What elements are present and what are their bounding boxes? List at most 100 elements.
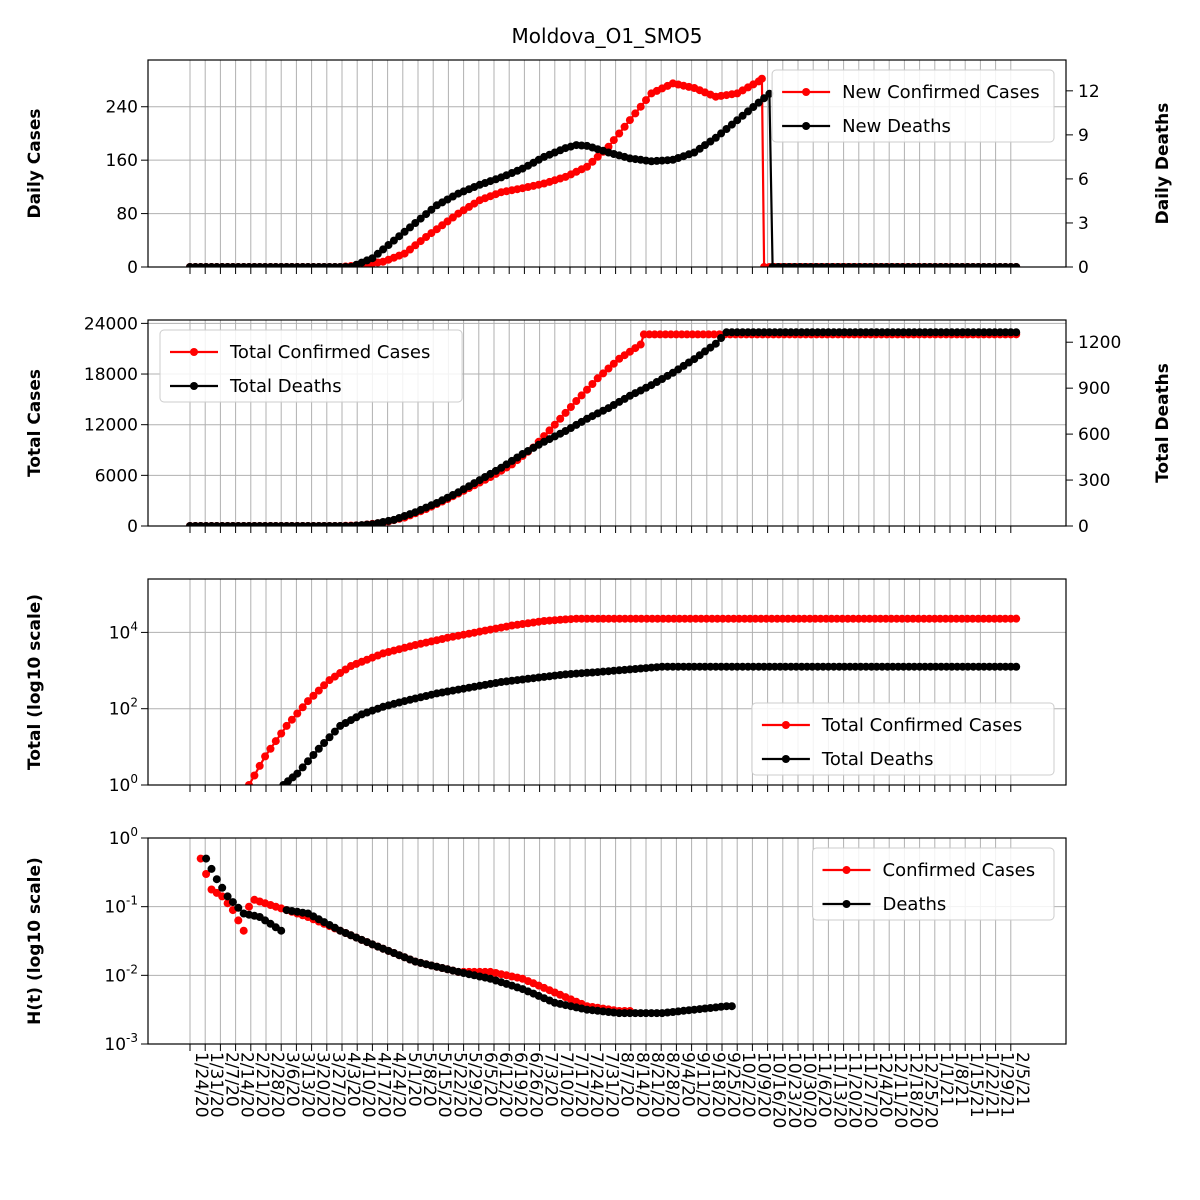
data-point bbox=[717, 334, 726, 342]
data-point bbox=[400, 227, 409, 236]
y-right-tick-label: 9 bbox=[1078, 126, 1089, 146]
legend-label: Confirmed Cases bbox=[883, 860, 1036, 881]
data-point bbox=[422, 210, 431, 219]
x-tick-label: 1/8/21 bbox=[951, 1052, 971, 1107]
data-point bbox=[609, 359, 618, 368]
data-point bbox=[389, 236, 398, 245]
data-point bbox=[411, 241, 420, 250]
data-point bbox=[718, 614, 727, 623]
x-tick-label: 1/22/21 bbox=[981, 1052, 1001, 1118]
data-point bbox=[245, 902, 253, 911]
y-tick-label: 18000 bbox=[84, 365, 138, 385]
x-tick-label: 7/24/20 bbox=[586, 1052, 606, 1118]
legend-label: Total Deaths bbox=[229, 376, 342, 397]
y-tick-label: 24000 bbox=[84, 314, 138, 334]
data-point bbox=[588, 157, 597, 166]
data-point bbox=[293, 769, 302, 778]
legend: New Confirmed Cases New Deaths bbox=[771, 69, 1055, 143]
data-point bbox=[218, 883, 227, 892]
x-tick-label: 3/27/20 bbox=[328, 1052, 348, 1118]
legend-label: Total Confirmed Cases bbox=[229, 342, 430, 363]
x-axis-labels: 1/24/201/31/202/7/202/14/202/21/202/28/2… bbox=[191, 1052, 1032, 1128]
data-point bbox=[1012, 662, 1021, 671]
data-point bbox=[914, 614, 923, 623]
data-point bbox=[583, 162, 591, 171]
data-point bbox=[304, 757, 312, 766]
data-point bbox=[556, 414, 565, 423]
data-point bbox=[744, 107, 752, 116]
x-tick-label: 3/6/20 bbox=[282, 1052, 302, 1107]
data-point bbox=[228, 898, 237, 907]
data-point bbox=[583, 385, 591, 394]
x-tick-label: 4/24/20 bbox=[389, 1052, 409, 1118]
y-tick-label: 102 bbox=[109, 696, 138, 720]
x-tick-label: 10/23/20 bbox=[784, 1052, 804, 1128]
legend-marker bbox=[190, 382, 198, 390]
y-right-axis-label: Daily Deaths bbox=[1153, 103, 1173, 225]
y-right-tick-label: 0 bbox=[1078, 258, 1089, 278]
plot-frame bbox=[147, 319, 1067, 527]
y-tick-label: 240 bbox=[106, 98, 138, 118]
legend-box bbox=[771, 69, 1055, 143]
data-point bbox=[545, 426, 554, 435]
data-point bbox=[314, 744, 323, 753]
panel-4: 10-3 10-2 10-1 100 H(t) (log10 scale) Confirm… bbox=[25, 825, 1067, 1055]
data-point bbox=[293, 709, 302, 718]
x-tick-label: 1/15/21 bbox=[966, 1052, 986, 1118]
y-right-tick-label: 600 bbox=[1078, 425, 1110, 445]
panel-3: 100 102 104 Total (log10 scale) Total Confir… bbox=[25, 578, 1067, 796]
data-point bbox=[1001, 614, 1010, 623]
data-point bbox=[561, 408, 570, 417]
data-point bbox=[653, 614, 662, 623]
data-point bbox=[588, 380, 597, 388]
x-tick-label: 10/2/20 bbox=[738, 1052, 758, 1118]
data-point bbox=[202, 870, 211, 878]
x-tick-label: 9/18/20 bbox=[708, 1052, 728, 1118]
data-point bbox=[722, 125, 731, 133]
x-tick-label: 6/5/20 bbox=[480, 1052, 500, 1107]
x-tick-label: 10/9/20 bbox=[753, 1052, 773, 1118]
x-tick-label: 5/8/20 bbox=[419, 1052, 439, 1107]
x-tick-label: 12/11/20 bbox=[890, 1052, 910, 1128]
data-point bbox=[727, 1002, 736, 1011]
data-point bbox=[304, 697, 312, 706]
plot-frame bbox=[147, 578, 1067, 786]
data-point bbox=[1012, 263, 1021, 267]
data-point bbox=[727, 120, 736, 129]
x-tick-label: 8/7/20 bbox=[617, 1052, 637, 1107]
x-tick-label: 7/17/20 bbox=[571, 1052, 591, 1118]
data-point bbox=[686, 614, 695, 623]
data-point bbox=[427, 205, 436, 214]
data-point bbox=[379, 245, 388, 254]
data-point bbox=[620, 122, 629, 131]
data-point bbox=[271, 737, 280, 746]
x-tick-label: 2/7/20 bbox=[221, 1052, 241, 1107]
x-tick-label: 8/21/20 bbox=[647, 1052, 667, 1118]
legend-label: New Deaths bbox=[842, 116, 951, 137]
legend-marker bbox=[842, 900, 851, 908]
legend-label: New Confirmed Cases bbox=[842, 82, 1040, 103]
x-tick-label: 11/13/20 bbox=[829, 1052, 849, 1128]
data-point bbox=[754, 98, 763, 107]
x-tick-label: 12/4/20 bbox=[875, 1052, 895, 1118]
data-point bbox=[255, 761, 264, 770]
data-point bbox=[593, 152, 602, 161]
x-tick-label: 8/28/20 bbox=[662, 1052, 682, 1118]
data-point bbox=[881, 614, 890, 623]
legend-marker bbox=[781, 755, 790, 763]
legend-box bbox=[159, 329, 463, 403]
plot-area bbox=[245, 614, 1021, 785]
data-point bbox=[368, 254, 377, 263]
data-point bbox=[320, 681, 329, 690]
y-tick-label: 104 bbox=[109, 619, 138, 643]
data-point bbox=[702, 614, 711, 623]
y-tick-label: 0 bbox=[127, 258, 138, 278]
legend: Total Confirmed Cases Total Deaths bbox=[751, 702, 1055, 776]
data-point bbox=[738, 111, 747, 120]
y-tick-label: 10-2 bbox=[104, 962, 138, 986]
data-point bbox=[636, 340, 645, 349]
data-point bbox=[711, 339, 720, 348]
data-point bbox=[239, 926, 248, 935]
plot-frame bbox=[147, 837, 1067, 1045]
